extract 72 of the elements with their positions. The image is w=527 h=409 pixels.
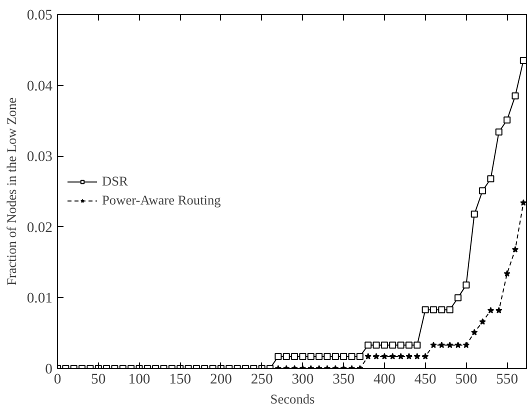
- y-tick-label: 0.02: [26, 220, 53, 236]
- point: [446, 306, 454, 314]
- point: [356, 352, 364, 360]
- point: [470, 210, 478, 218]
- x-tick-label: 50: [91, 372, 106, 388]
- point: [274, 352, 282, 360]
- point: [414, 352, 421, 360]
- y-tick-label: 0.05: [26, 8, 53, 24]
- point: [479, 187, 486, 194]
- y-tick-label: 0.03: [26, 149, 53, 166]
- x-tick-label: 350: [332, 372, 355, 388]
- point: [446, 342, 454, 348]
- x-tick-label: 300: [292, 372, 314, 388]
- point: [487, 175, 494, 182]
- point: [348, 352, 356, 360]
- point: [414, 342, 421, 349]
- point: [307, 352, 314, 360]
- x-axis-title: Seconds: [270, 392, 315, 406]
- x-tick-label: 200: [210, 372, 232, 388]
- x-tick-label: 150: [169, 372, 192, 388]
- point: [454, 342, 462, 348]
- point: [282, 352, 290, 360]
- x-tick-label: 400: [373, 372, 396, 388]
- point: [454, 294, 462, 302]
- point: [504, 116, 511, 124]
- point: [364, 352, 372, 360]
- point: [299, 352, 306, 360]
- point: [406, 352, 412, 360]
- point: [495, 128, 502, 136]
- y-tick-label: 0.01: [26, 290, 53, 307]
- point: [291, 352, 298, 360]
- x-tick-label: 550: [496, 372, 518, 388]
- point: [422, 306, 429, 314]
- point: [340, 352, 348, 360]
- point: [462, 281, 470, 288]
- x-tick-label: 100: [128, 372, 150, 388]
- point: [512, 246, 519, 252]
- point: [504, 270, 510, 277]
- point: [479, 318, 486, 325]
- y-axis-title: Fraction of Nodes in the Low Zone: [4, 97, 19, 286]
- point: [389, 342, 396, 349]
- point: [364, 342, 372, 349]
- point: [471, 328, 478, 336]
- point: [316, 352, 323, 360]
- point: [380, 342, 388, 349]
- point: [462, 342, 470, 348]
- point: [332, 352, 339, 360]
- point: [372, 352, 380, 360]
- y-tick-label: 0: [45, 362, 52, 378]
- x-tick-label: 500: [455, 372, 478, 388]
- y-tick-label: 0.04: [26, 78, 54, 94]
- point: [520, 57, 527, 64]
- x-tick-label: 250: [250, 372, 273, 388]
- x-tick-label: 450: [414, 372, 436, 388]
- point: [430, 342, 437, 348]
- point: [405, 342, 412, 349]
- point: [381, 352, 388, 360]
- legend-label: DSR: [102, 174, 128, 190]
- point: [372, 342, 380, 349]
- point: [397, 352, 404, 360]
- point: [430, 306, 437, 314]
- point: [496, 306, 502, 314]
- point: [389, 352, 396, 360]
- point: [397, 342, 404, 349]
- legend-label: Power-Aware Routing: [102, 192, 221, 208]
- point: [520, 199, 527, 206]
- point: [422, 352, 429, 360]
- point: [487, 306, 494, 314]
- point: [438, 306, 446, 314]
- point: [438, 342, 446, 348]
- point: [324, 352, 331, 360]
- point: [512, 92, 519, 100]
